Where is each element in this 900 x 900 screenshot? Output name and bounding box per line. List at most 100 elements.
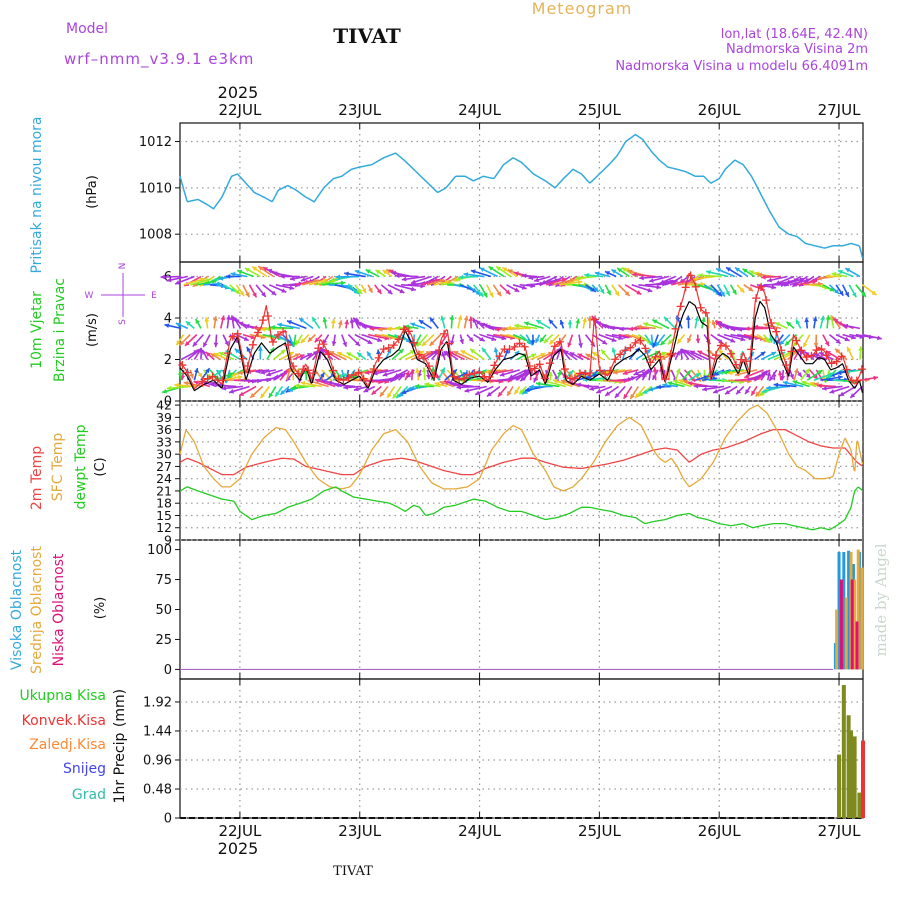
wind-arrow-head bbox=[468, 336, 474, 342]
wind-arrow-head bbox=[838, 290, 844, 296]
wind-arrow-head bbox=[425, 351, 431, 356]
wind-arrow-head bbox=[744, 373, 750, 379]
gust-marker bbox=[369, 364, 378, 373]
wind-arrow-head bbox=[771, 372, 777, 377]
panel-frame bbox=[179, 539, 864, 680]
wind-arrow-head bbox=[555, 282, 561, 287]
wind-arrow-head bbox=[552, 379, 558, 384]
wind-arrow-head bbox=[817, 383, 822, 389]
gust-marker bbox=[742, 357, 751, 366]
wind-arrow-head bbox=[493, 347, 499, 353]
wind-arrow-head bbox=[505, 289, 511, 295]
wind-arrow-head bbox=[192, 341, 198, 347]
wind-arrow-head bbox=[375, 269, 381, 275]
wind-arrow-head bbox=[578, 343, 583, 348]
wind-arrow-head bbox=[753, 324, 759, 330]
legend-frozen: Zaledj.Kisa bbox=[29, 737, 106, 753]
wind-arrow-head bbox=[414, 383, 420, 389]
gust-marker bbox=[233, 329, 242, 338]
wind-arrow-head bbox=[185, 321, 191, 326]
wind-arrow-head bbox=[210, 353, 216, 358]
wind-arrow-head bbox=[205, 352, 211, 357]
wind-arrow-head bbox=[514, 323, 519, 329]
gust-marker bbox=[555, 337, 564, 346]
wind-arrow-head bbox=[596, 388, 602, 394]
wind-arrow-head bbox=[768, 337, 774, 343]
wind-arrow-head bbox=[239, 391, 245, 396]
wind-arrow-head bbox=[507, 390, 512, 396]
wind-arrow-head bbox=[475, 390, 481, 396]
wind-arrow-head bbox=[229, 389, 235, 394]
wind-arrow-head bbox=[792, 282, 798, 287]
wind-arrow-head bbox=[451, 382, 456, 387]
wind-arrow-head bbox=[548, 371, 553, 377]
wind-arrow-head bbox=[805, 373, 811, 379]
wind-arrow-head bbox=[845, 268, 851, 273]
temp-title: 2m Temp bbox=[29, 446, 45, 510]
wind-arrow-head bbox=[400, 372, 406, 378]
gust-marker bbox=[535, 360, 544, 369]
wind-arrow-head bbox=[486, 391, 492, 397]
wind-arrow-head bbox=[192, 282, 198, 287]
wind-arrow-head bbox=[458, 274, 464, 280]
wind-arrow-head bbox=[812, 316, 818, 322]
wind-arrow-head bbox=[329, 351, 335, 356]
wind-arrow-head bbox=[639, 275, 644, 281]
wind-arrow-head bbox=[271, 290, 277, 296]
gust-marker bbox=[354, 368, 363, 377]
wind-arrow-head bbox=[646, 349, 652, 354]
gust-marker bbox=[329, 366, 338, 375]
gust-marker bbox=[389, 341, 398, 350]
gust-marker bbox=[183, 368, 192, 377]
wind-arrow-head bbox=[398, 392, 404, 397]
wind-arrow-head bbox=[548, 319, 554, 325]
wind-arrow-head bbox=[346, 352, 352, 357]
dewpt-line bbox=[179, 486, 863, 531]
wind-arrow-head bbox=[449, 315, 455, 320]
wind-arrow-head bbox=[195, 318, 200, 324]
gust-marker bbox=[450, 372, 459, 381]
wind-arrow-head bbox=[643, 322, 649, 327]
gust-marker bbox=[404, 327, 413, 336]
gust-marker bbox=[248, 340, 257, 349]
wind-arrow-head bbox=[524, 321, 530, 326]
wind-arrow-head bbox=[343, 385, 348, 390]
high-cloud-title: Visoka Oblacnost bbox=[9, 549, 25, 670]
wind-arrow-head bbox=[342, 341, 347, 347]
wind-arrow-head bbox=[692, 276, 698, 281]
wind-arrow-head bbox=[730, 326, 736, 332]
cloud-bar bbox=[853, 579, 857, 670]
gust-marker bbox=[601, 370, 610, 379]
y-tick-label: 18 bbox=[156, 496, 172, 511]
wind-arrow-head bbox=[655, 341, 661, 347]
wind-arrow-head bbox=[575, 318, 581, 324]
y-tick-label: 9 bbox=[164, 533, 172, 548]
wind-arrow-head bbox=[533, 377, 538, 383]
wind-arrow-head bbox=[685, 315, 691, 320]
wind-arrow-head bbox=[252, 325, 258, 331]
wind-arrow-head bbox=[685, 350, 691, 355]
wind-arrow-head bbox=[349, 318, 355, 323]
gust-marker bbox=[289, 362, 298, 371]
wind-arrow-head bbox=[456, 384, 461, 390]
wind-arrow-head bbox=[213, 352, 219, 358]
compass-n: N bbox=[118, 263, 128, 270]
wind-arrow-head bbox=[757, 272, 762, 278]
gust-marker bbox=[263, 312, 272, 321]
wind-arrow-head bbox=[656, 284, 661, 290]
wind-arrow-head bbox=[162, 388, 168, 394]
panel-frame bbox=[179, 678, 864, 819]
wind-arrow-head bbox=[221, 385, 227, 391]
wind-arrow-head bbox=[429, 340, 435, 346]
wind-arrow-head bbox=[727, 370, 733, 376]
wind-arrow-head bbox=[365, 269, 371, 274]
cloud-bar bbox=[847, 550, 851, 670]
wind-arrow-head bbox=[677, 338, 682, 344]
wind-arrow-head bbox=[334, 382, 340, 388]
wind-arrow-head bbox=[675, 368, 681, 374]
y-tick-label: 24 bbox=[156, 471, 172, 486]
wind-arrow-head bbox=[243, 336, 249, 341]
wind-arrow-head bbox=[252, 292, 257, 298]
wind-arrow-head bbox=[205, 278, 211, 283]
wind-arrow-head bbox=[377, 337, 383, 343]
